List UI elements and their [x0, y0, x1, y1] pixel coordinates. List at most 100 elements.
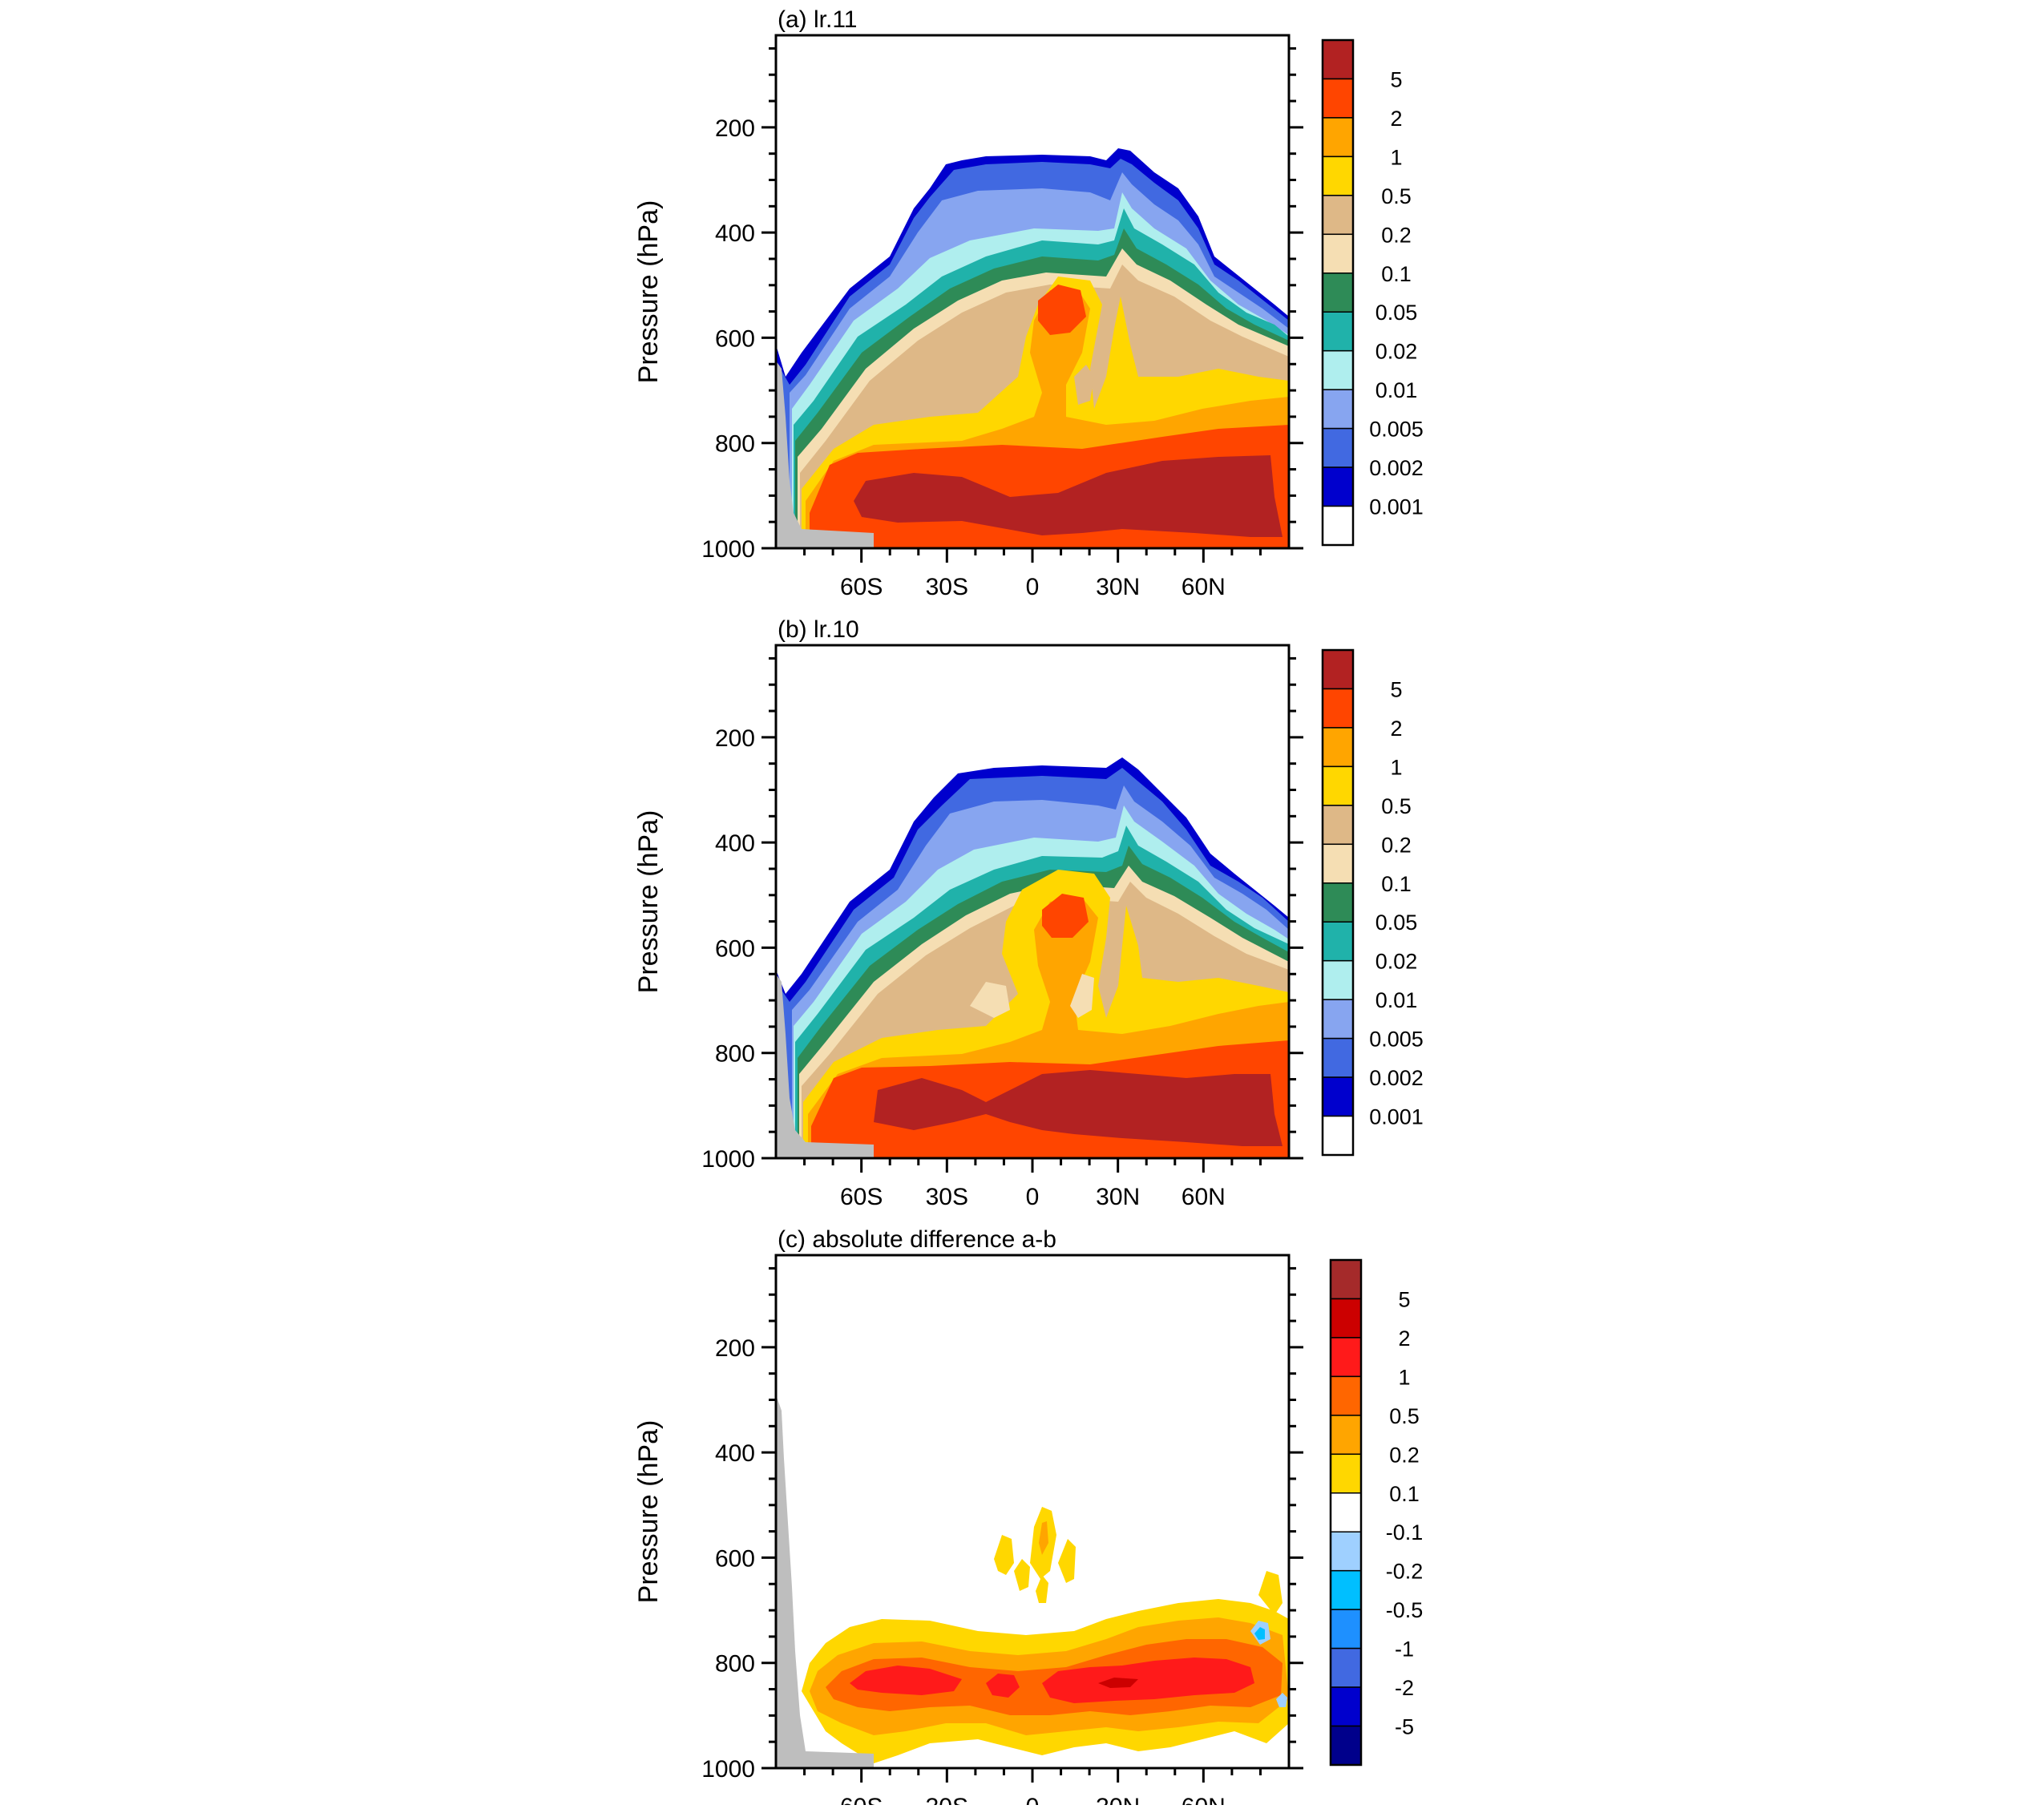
panel-c-title: (c) absolute difference a-b — [778, 1226, 1056, 1253]
colorbar-swatch — [1330, 1725, 1362, 1766]
colorbar-frame — [1321, 648, 1355, 1157]
colorbar-swatch — [1330, 1609, 1362, 1650]
colorbar-frame — [1329, 1258, 1363, 1767]
panel-b-core-2 — [1042, 894, 1089, 938]
colorbar-label: 0.2 — [1381, 833, 1412, 857]
colorbar-swatch — [1330, 1531, 1362, 1572]
y-tick-label: 1000 — [701, 1146, 755, 1173]
colorbar-swatch — [1322, 349, 1354, 390]
colorbar-label: 0.002 — [1369, 1066, 1424, 1090]
panel-a-title: (a) lr.11 — [778, 6, 857, 33]
colorbar-label: 1 — [1398, 1365, 1410, 1389]
colorbar-label: 0.1 — [1389, 1482, 1420, 1506]
colorbar-swatch — [1330, 1686, 1362, 1727]
panel-c-blob-a2 — [1039, 1521, 1048, 1555]
colorbar-label: 0.1 — [1381, 872, 1412, 896]
y-tick-label: 200 — [715, 725, 755, 752]
panel-a-core-2 — [1038, 285, 1086, 335]
colorbar-label: 2 — [1390, 107, 1402, 131]
colorbar-swatch — [1322, 882, 1354, 923]
colorbar-label: 5 — [1390, 677, 1402, 701]
colorbar-swatch — [1322, 505, 1354, 546]
colorbar-label: 0.2 — [1381, 223, 1412, 247]
x-tick-label: 60S — [840, 1184, 883, 1210]
colorbar-swatch — [1322, 389, 1354, 430]
y-tick-label: 600 — [715, 935, 755, 962]
panel-b-blob-0.1a — [970, 982, 1010, 1018]
colorbar-label: 0.2 — [1389, 1443, 1420, 1467]
panel-c-band-1c — [1042, 1658, 1254, 1703]
y-tick-label: 600 — [715, 1545, 755, 1572]
colorbar-swatch — [1322, 273, 1354, 313]
colorbar-label: 5 — [1398, 1287, 1410, 1311]
colorbar-swatch — [1330, 1453, 1362, 1494]
colorbar-label: 0.05 — [1375, 911, 1418, 935]
colorbar-swatch — [1322, 921, 1354, 962]
colorbar-swatch — [1322, 117, 1354, 158]
colorbar-swatch — [1322, 999, 1354, 1040]
colorbar-label: 0.02 — [1375, 340, 1418, 364]
panel-a-colorbar: 5 2 1 0.5 0.2 0.1 0.05 0.02 0.01 0.005 0.002 0.001 — [1321, 38, 1424, 547]
panel-a-axes: 200 400 600 800 1000 60S 30S 0 30N 60N Pressure (h… — [633, 46, 1303, 600]
y-axis-label: Pressure (hPa) — [633, 200, 664, 384]
colorbar-frame — [1321, 38, 1355, 547]
colorbar-label: -1 — [1395, 1637, 1414, 1662]
panel-c-band-1b — [986, 1674, 1020, 1698]
colorbar-label: 0.02 — [1375, 950, 1418, 974]
x-tick-label: 60S — [840, 574, 883, 600]
x-tick-label: 30N — [1096, 574, 1140, 600]
colorbar-swatch — [1330, 1298, 1362, 1339]
colorbar-swatch — [1322, 727, 1354, 768]
colorbar-swatch — [1322, 311, 1354, 352]
panel-b-surface — [776, 974, 874, 1158]
panel-c-field — [776, 1395, 1289, 1768]
colorbar-label: 0.001 — [1369, 495, 1424, 519]
y-tick-label: 400 — [715, 1440, 755, 1467]
x-tick-label: 60N — [1182, 1794, 1226, 1805]
panel-b-band-5 — [874, 1070, 1283, 1146]
y-tick-label: 200 — [715, 115, 755, 142]
x-tick-label: 60S — [840, 1794, 883, 1805]
colorbar-swatch — [1322, 195, 1354, 236]
colorbar-swatch — [1322, 843, 1354, 884]
panel-a-band-5 — [854, 455, 1283, 537]
panel-c-blob-c — [1014, 1559, 1030, 1591]
panel-b-axes: 200 400 600 800 1000 60S 30S 0 30N 60N Pressure (h… — [633, 656, 1303, 1210]
y-tick-label: 1000 — [701, 536, 755, 563]
colorbar-swatch — [1330, 1569, 1362, 1610]
y-axis-label: Pressure (hPa) — [633, 1420, 664, 1604]
colorbar-label: 0.005 — [1369, 418, 1424, 442]
panel-b-colorbar: 5 2 1 0.5 0.2 0.1 0.05 0.02 0.01 0.005 0.002 0.001 — [1321, 648, 1424, 1157]
colorbar-swatch — [1322, 427, 1354, 468]
panel-b: (b) lr.10 200 400 600 800 1000 60S 30S 0 30N 60N P… — [633, 616, 1424, 1210]
panel-a-surface — [776, 361, 874, 548]
colorbar-label: 0.05 — [1375, 301, 1418, 325]
colorbar-swatch — [1322, 39, 1354, 80]
colorbar-swatch — [1322, 1076, 1354, 1117]
panel-a-field — [776, 148, 1289, 548]
panel-c-blob-f — [1258, 1571, 1283, 1615]
colorbar-swatch — [1322, 649, 1354, 690]
x-tick-label: 30N — [1096, 1794, 1140, 1805]
colorbar-swatch — [1330, 1375, 1362, 1416]
colorbar-label: -0.1 — [1386, 1520, 1424, 1545]
colorbar-swatch — [1330, 1647, 1362, 1688]
colorbar-swatch — [1322, 805, 1354, 846]
panel-c-blob-d — [1058, 1539, 1076, 1583]
y-tick-label: 800 — [715, 1651, 755, 1678]
x-tick-label: 30S — [926, 1184, 968, 1210]
colorbar-swatch — [1322, 78, 1354, 119]
colorbar-swatch — [1322, 959, 1354, 1000]
x-tick-label: 0 — [1026, 1794, 1040, 1805]
panel-b-field — [776, 757, 1289, 1158]
colorbar-swatch — [1330, 1337, 1362, 1378]
colorbar-label: 0.01 — [1375, 988, 1418, 1012]
x-tick-label: 0 — [1026, 1184, 1040, 1210]
panel-a-blob-0.2 — [1074, 365, 1094, 405]
colorbar-label: 0.1 — [1381, 262, 1412, 286]
colorbar-swatch — [1322, 688, 1354, 729]
colorbar-swatch — [1330, 1492, 1362, 1532]
colorbar-label: 0.002 — [1369, 456, 1424, 480]
y-tick-label: 400 — [715, 220, 755, 247]
